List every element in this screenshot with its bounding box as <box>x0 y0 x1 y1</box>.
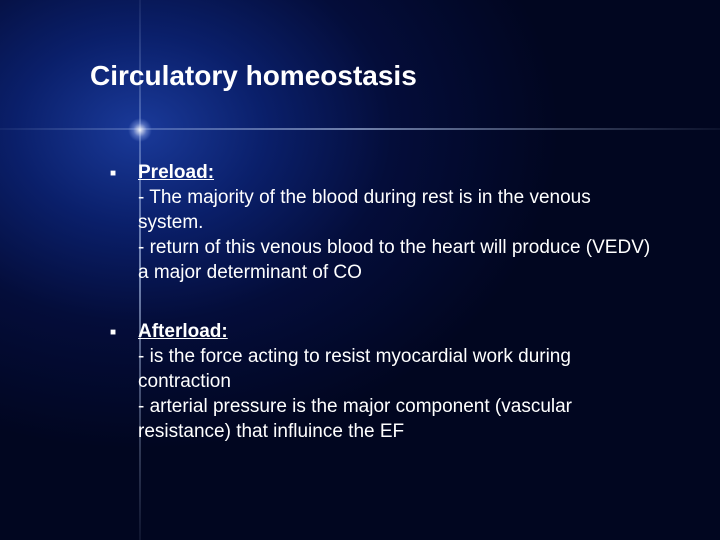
bullet-content: Preload: - The majority of the blood dur… <box>138 160 660 285</box>
body-line: - return of this venous blood to the hea… <box>138 235 660 285</box>
term-heading: Preload: <box>138 162 214 183</box>
flare-core <box>128 118 152 142</box>
bullet-item: ■ Afterload: - is the force acting to re… <box>110 319 660 444</box>
bullet-item: ■ Preload: - The majority of the blood d… <box>110 160 660 285</box>
bullet-marker: ■ <box>110 160 138 285</box>
bullet-content: Afterload: - is the force acting to resi… <box>138 319 660 444</box>
slide-body: ■ Preload: - The majority of the blood d… <box>110 160 660 478</box>
flare-horizontal <box>0 128 720 130</box>
slide: Circulatory homeostasis ■ Preload: - The… <box>0 0 720 540</box>
slide-title: Circulatory homeostasis <box>90 60 417 92</box>
body-line: - arterial pressure is the major compone… <box>138 394 660 444</box>
body-line: - The majority of the blood during rest … <box>138 185 660 235</box>
body-line: - is the force acting to resist myocardi… <box>138 344 660 394</box>
bullet-marker: ■ <box>110 319 138 444</box>
term-heading: Afterload: <box>138 321 228 342</box>
